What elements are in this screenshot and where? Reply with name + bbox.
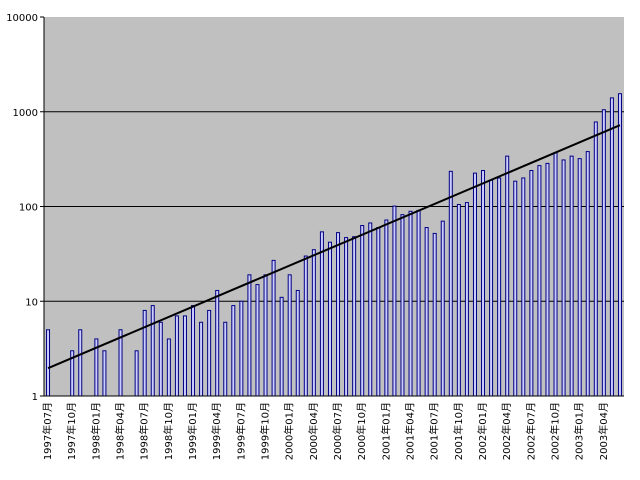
bar bbox=[472, 172, 477, 397]
y-tick-label: 10 bbox=[25, 297, 38, 308]
x-tick-label: 2000年10月 bbox=[355, 402, 368, 460]
bar bbox=[247, 274, 252, 397]
bar bbox=[142, 309, 147, 397]
bar bbox=[424, 227, 429, 397]
bar bbox=[231, 305, 236, 397]
bar bbox=[537, 165, 542, 397]
bar bbox=[102, 350, 107, 397]
bar bbox=[505, 155, 510, 397]
x-tick-label: 2000年04月 bbox=[307, 402, 320, 460]
x-tick-label: 2002年01月 bbox=[476, 402, 489, 460]
bar bbox=[344, 237, 349, 397]
x-tick-label: 2002年04月 bbox=[500, 402, 513, 460]
bar bbox=[376, 227, 381, 397]
x-tick-label: 2002年07月 bbox=[524, 402, 537, 460]
bar bbox=[319, 231, 324, 397]
bar bbox=[368, 222, 373, 397]
bar bbox=[263, 274, 268, 397]
x-tick-label: 1998年10月 bbox=[162, 402, 175, 460]
y-tick-label: 1000 bbox=[13, 108, 38, 119]
bar bbox=[609, 97, 614, 397]
bar bbox=[327, 241, 332, 397]
x-tick-label: 2001年04月 bbox=[404, 402, 417, 460]
bar bbox=[279, 296, 284, 397]
bar bbox=[271, 259, 276, 397]
bar bbox=[336, 232, 341, 397]
x-tick-label: 1999年04月 bbox=[210, 402, 223, 460]
bar bbox=[489, 179, 494, 397]
bar bbox=[585, 151, 590, 397]
bar bbox=[561, 159, 566, 397]
bar bbox=[440, 220, 445, 397]
x-tick-label: 2001年10月 bbox=[452, 402, 465, 460]
bar bbox=[303, 255, 308, 397]
bar bbox=[150, 305, 155, 397]
x-tick-label: 2003年01月 bbox=[573, 402, 586, 460]
x-tick-label: 1998年07月 bbox=[138, 402, 151, 460]
bar bbox=[456, 203, 461, 397]
bar bbox=[78, 329, 83, 397]
bar bbox=[545, 162, 550, 397]
bar bbox=[311, 249, 316, 397]
bar bbox=[191, 305, 196, 397]
bar bbox=[118, 329, 123, 397]
bar bbox=[481, 169, 486, 397]
x-tick-label: 2000年07月 bbox=[331, 402, 344, 460]
bar bbox=[593, 121, 598, 397]
x-tick-label: 2001年07月 bbox=[428, 402, 441, 460]
x-tick-label: 2000年01月 bbox=[283, 402, 296, 460]
y-tick-label: 1 bbox=[32, 392, 38, 403]
bar bbox=[513, 180, 518, 397]
x-tick-label: 1999年10月 bbox=[259, 402, 272, 460]
bar bbox=[255, 284, 260, 397]
y-tick-label: 100 bbox=[19, 203, 38, 214]
bar bbox=[287, 274, 292, 397]
bar bbox=[384, 219, 389, 397]
x-tick-label: 1999年01月 bbox=[186, 402, 199, 460]
x-tick-label: 1997年10月 bbox=[65, 402, 78, 460]
x-tick-label: 1998年01月 bbox=[89, 402, 102, 460]
bar bbox=[416, 209, 421, 397]
x-tick-label: 2002年10月 bbox=[549, 402, 562, 460]
bar bbox=[207, 309, 212, 397]
bar bbox=[215, 289, 220, 397]
x-tick-label: 2003年04月 bbox=[597, 402, 610, 460]
bar bbox=[199, 321, 204, 397]
x-tick-label: 1998年04月 bbox=[114, 402, 127, 460]
bar bbox=[601, 109, 606, 397]
x-tick-label: 1997年07月 bbox=[41, 402, 54, 460]
bar bbox=[352, 236, 357, 397]
bar bbox=[529, 169, 534, 397]
x-tick-label: 2001年01月 bbox=[379, 402, 392, 460]
bar bbox=[182, 315, 187, 397]
bar bbox=[223, 321, 228, 397]
bar bbox=[239, 300, 244, 397]
trendline bbox=[47, 124, 621, 370]
x-tick-label: 1999年07月 bbox=[234, 402, 247, 460]
bar bbox=[360, 225, 365, 397]
bar bbox=[464, 202, 469, 397]
bar bbox=[432, 232, 437, 397]
bar bbox=[392, 205, 397, 397]
bar bbox=[408, 210, 413, 397]
bar bbox=[134, 350, 139, 397]
bar bbox=[400, 214, 405, 397]
bar bbox=[166, 338, 171, 397]
bar bbox=[448, 170, 453, 397]
bar bbox=[569, 155, 574, 397]
y-tick-label: 10000 bbox=[6, 13, 38, 24]
bar bbox=[174, 315, 179, 397]
bar bbox=[553, 152, 558, 397]
bar bbox=[295, 289, 300, 397]
bar bbox=[617, 93, 622, 397]
bar bbox=[158, 321, 163, 397]
bar bbox=[577, 158, 582, 397]
bar bbox=[46, 329, 51, 397]
bar bbox=[521, 177, 526, 397]
bar bbox=[497, 177, 502, 397]
